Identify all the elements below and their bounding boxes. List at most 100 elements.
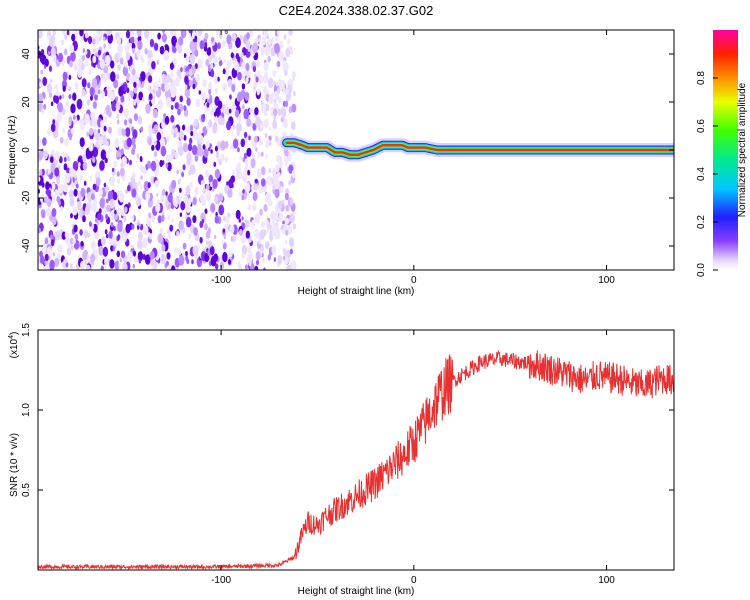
spectrogram-noise-speck	[80, 63, 85, 71]
spectrogram-noise-speck	[217, 100, 223, 110]
spectrogram-noise-speck	[237, 147, 240, 153]
spectrogram-noise-speck	[132, 47, 136, 54]
spectrogram-noise-speck	[80, 240, 84, 247]
spectrogram-noise-speck	[235, 37, 241, 49]
spectrogram-noise-speck	[42, 137, 47, 146]
spectrogram-noise-speck	[147, 49, 153, 60]
spectrogram-noise-speck	[88, 142, 94, 152]
spectrogram-noise-speck	[119, 258, 123, 263]
spectrogram-noise-speck	[259, 208, 263, 216]
spectrogram-noise-speck	[172, 197, 178, 207]
spectrogram-noise-speck	[244, 218, 248, 224]
spectrogram-noise-speck	[214, 215, 219, 224]
spectrogram-noise-speck	[164, 262, 168, 269]
spectrogram-noise-speck	[202, 144, 206, 150]
spectrogram-noise-speck	[157, 32, 161, 40]
spectrogram-noise-speck	[157, 215, 162, 224]
spectrogram-noise-speck	[232, 124, 236, 130]
spectrogram-noise-speck	[289, 198, 294, 206]
spectrogram-noise-speck	[266, 227, 270, 233]
spectrogram-noise-speck	[198, 64, 201, 69]
spectrogram-noise-speck	[241, 61, 246, 70]
spectrogram-noise-speck	[71, 33, 76, 42]
spectrogram-noise-speck	[251, 153, 256, 160]
spectrogram-noise-speck	[254, 107, 259, 116]
spectrogram-noise-speck	[228, 250, 233, 258]
spectrogram-noise-speck	[89, 127, 94, 136]
spectrogram-noise-speck	[277, 200, 283, 209]
spectrogram-noise-speck	[108, 43, 112, 50]
spectrogram-noise-speck	[173, 132, 176, 138]
spectrogram-noise-speck	[204, 32, 209, 40]
spectrogram-noise-speck	[197, 30, 203, 36]
spectrogram-noise-speck	[260, 123, 264, 130]
spectrogram-noise-speck	[183, 194, 189, 204]
spectrogram-noise-speck	[90, 240, 96, 250]
spectrogram-noise-speck	[114, 260, 120, 270]
spectrogram-noise-speck	[235, 209, 241, 220]
spectrogram-noise-speck	[192, 197, 197, 206]
spectrogram-noise-speck	[288, 30, 293, 36]
spectrogram-noise-speck	[202, 114, 205, 119]
spectrogram-noise-speck	[185, 216, 192, 228]
spectrogram-noise-speck	[222, 68, 226, 75]
spectrogram-noise-speck	[287, 225, 293, 235]
spectrogram-noise-speck	[176, 267, 179, 270]
spectrogram-noise-speck	[252, 42, 258, 54]
spectrogram-noise-speck	[80, 260, 85, 270]
spectrogram-noise-speck	[151, 144, 155, 151]
spectrogram-noise-speck	[238, 264, 243, 270]
spectrogram-noise-speck	[222, 40, 226, 48]
snr-y-axis: 0.5 1.0 1.5	[21, 323, 674, 497]
spectrogram-noise-speck	[233, 60, 239, 71]
spectrogram-noise-speck	[192, 245, 199, 256]
spectrogram-noise-speck	[130, 35, 135, 44]
spectrogram-noise-speck	[199, 40, 205, 50]
spectrogram-noise-speck	[62, 71, 68, 82]
spectrogram-noise-speck	[54, 189, 59, 197]
spectrogram-noise-speck	[234, 109, 240, 118]
spectrogram-noise-speck	[149, 233, 153, 240]
spectrogram-noise-speck	[145, 103, 151, 114]
spectrogram-noise-speck	[84, 60, 89, 67]
spectrogram-noise-speck	[123, 119, 128, 126]
spectrogram-noise-speck	[91, 202, 97, 213]
spectrogram-noise-speck	[226, 60, 232, 69]
spectrogram-noise-speck	[185, 250, 188, 257]
spectrogram-noise-speck	[179, 212, 183, 217]
spectrogram-noise-speck	[93, 63, 96, 68]
spectrogram-noise-speck	[44, 253, 49, 262]
spectrogram-noise-speck	[261, 36, 267, 46]
spectrogram-noise-speck	[73, 224, 78, 233]
spectrogram-noise-speck	[165, 191, 168, 196]
spectrogram-noise-speck	[212, 124, 218, 134]
spectrogram-noise-speck	[103, 182, 107, 188]
spectrogram-noise-speck	[229, 224, 235, 234]
spectrogram-noise-speck	[247, 203, 252, 211]
spectrogram-noise-speck	[61, 30, 66, 35]
spectrogram-noise-speck	[213, 115, 218, 123]
spectrogram-noise-speck	[148, 75, 153, 84]
spectrogram-noise-speck	[80, 122, 85, 131]
spectrogram-noise-speck	[51, 182, 56, 190]
spectrogram-noise-speck	[165, 162, 169, 168]
spectrogram-noise-speck	[105, 213, 109, 220]
spectrogram-noise-speck	[210, 255, 217, 267]
spectrogram-noise-speck	[74, 233, 79, 241]
snr-panel: -100 0 100 0.5 1.0 1.5 Height of straight li…	[8, 323, 675, 597]
spectrogram-noise-speck	[241, 104, 245, 110]
spectrogram-noise-speck	[79, 229, 83, 236]
spectrogram-noise-speck	[144, 254, 151, 265]
spectrogram-noise-speck	[153, 42, 159, 51]
spectrogram-noise-speck	[60, 205, 64, 212]
spectrogram-noise-speck	[50, 123, 56, 132]
spectrogram-noise-speck	[273, 108, 278, 117]
spectrogram-noise-speck	[202, 187, 206, 194]
spectrogram-noise-speck	[57, 102, 63, 113]
spectrogram-noise-speck	[73, 188, 78, 197]
spectrogram-noise-speck	[263, 118, 269, 129]
spectrogram-noise-speck	[46, 83, 53, 94]
spectrogram-noise-speck	[261, 166, 266, 176]
spectrogram-noise-speck	[149, 38, 155, 48]
spectrogram-noise-region	[38, 30, 297, 270]
